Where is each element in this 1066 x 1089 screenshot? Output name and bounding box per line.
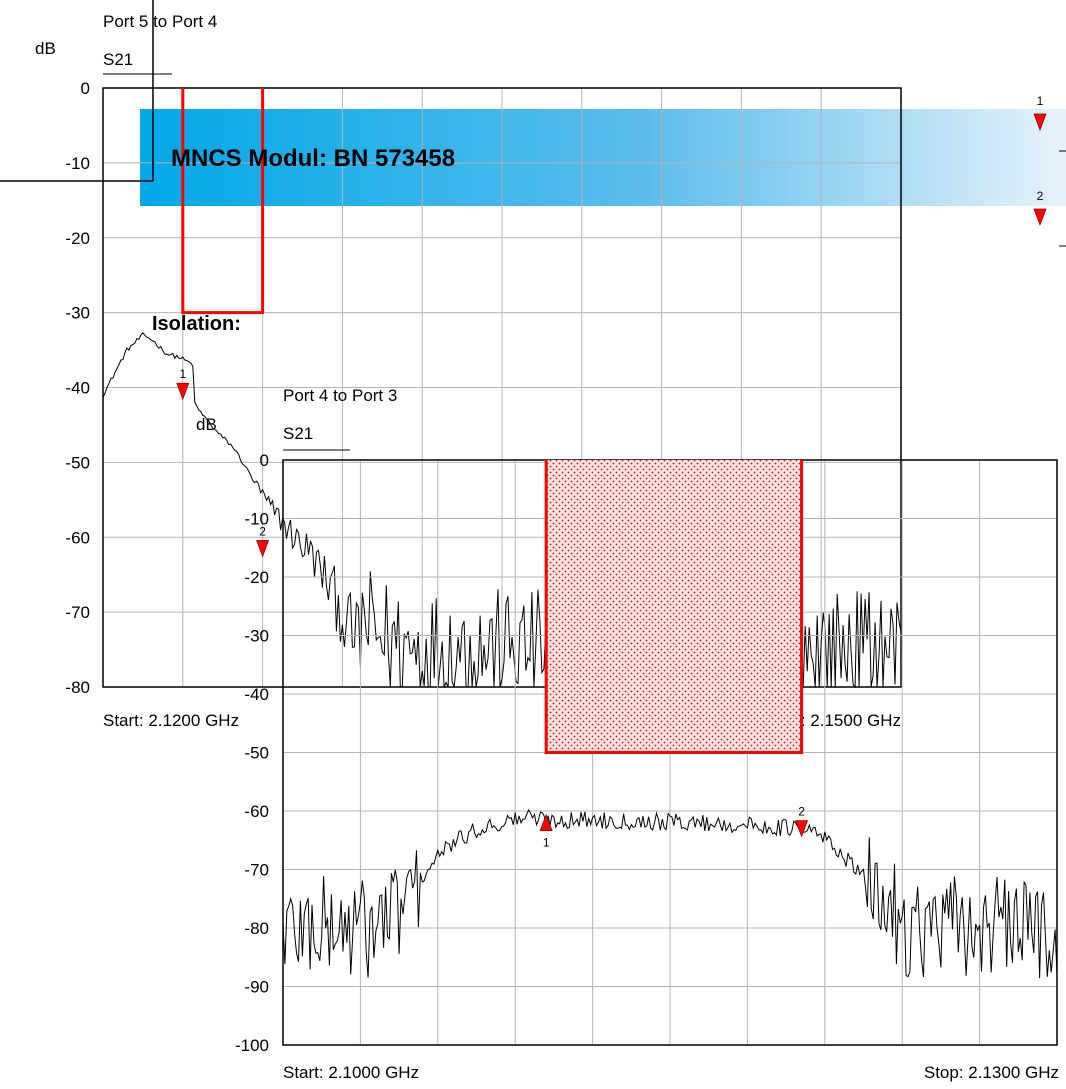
chart1-limit-line [181, 88, 265, 315]
y-tick-label: -20 [244, 568, 269, 587]
y-tick-label: -50 [65, 453, 90, 472]
marker-1-triangle [176, 382, 190, 401]
y-tick-label: 0 [81, 79, 90, 98]
chart1-markers: 12 [176, 367, 270, 558]
marker-1-label: 1 [543, 836, 550, 850]
marker-2-triangle [795, 820, 809, 838]
chart1-trace-label: S21 [103, 50, 133, 69]
limit-region-fill [546, 460, 802, 753]
y-tick-label: -10 [244, 510, 269, 529]
chart2-limit-line [544, 460, 804, 754]
banner-background [140, 109, 1066, 206]
chart1-y-tick-labels: 0 -10 -20 -30 -40 -50 -60 -70 -80 [65, 79, 90, 697]
side-marker-legend: 12 [1033, 94, 1066, 247]
chart1-grid [103, 88, 901, 687]
marker-2-label: 2 [259, 524, 266, 538]
y-tick-label: -10 [65, 154, 90, 173]
chart1-plot-frame [102, 87, 902, 688]
y-tick-label: -80 [244, 919, 269, 938]
measurement-trace [282, 808, 1058, 979]
marker-2-label: 2 [798, 805, 805, 819]
y-tick-label: -80 [65, 678, 90, 697]
chart1-title: Port 5 to Port 4 [103, 12, 217, 31]
chart2-y-tick-labels: 0 -10 -20 -30 -40 -50 -60 -70 -80 -90 -100 [235, 451, 269, 1055]
marker-2-triangle [256, 540, 270, 558]
y-tick-label: -50 [244, 744, 269, 763]
chart2-trace-label: S21 [283, 424, 313, 443]
banner-title: MNCS Modul: BN 573458 [171, 145, 455, 172]
chart2-y-unit-label: dB [196, 415, 217, 434]
y-tick-label: -40 [244, 685, 269, 704]
side-marker-2-label: 2 [1037, 189, 1044, 203]
chart2-x-start-label: Start: 2.1000 GHz [283, 1063, 419, 1082]
chart2-trace [282, 808, 1058, 979]
y-tick-label: -100 [235, 1036, 269, 1055]
chart-port5-port4: 12 0-10-20-30-40-50-60-70-80 Port 5 to P… [35, 12, 902, 730]
limit-line-outline [181, 88, 265, 315]
chart2-title: Port 4 to Port 3 [283, 386, 397, 405]
chart2-markers: 12 [539, 805, 809, 850]
limit-line-outline [544, 460, 804, 754]
side-marker-1-triangle [1033, 113, 1047, 131]
chart-port4-port3: 12 0-10-20-30-40-50-60-70-80-90-100 Port… [196, 386, 1059, 1082]
chart2-x-stop-label: Stop: 2.1300 GHz [924, 1063, 1059, 1082]
side-marker-2-triangle [1033, 208, 1047, 226]
y-tick-label: -70 [65, 603, 90, 622]
y-tick-label: -30 [65, 304, 90, 323]
side-marker-1-label: 1 [1037, 94, 1044, 108]
y-tick-label: -90 [244, 978, 269, 997]
marker-1-triangle [539, 813, 553, 832]
y-tick-label: 0 [260, 451, 269, 470]
chart1-y-unit-label: dB [35, 39, 56, 58]
chart1-x-start-label: Start: 2.1200 GHz [103, 711, 239, 730]
y-tick-label: -70 [244, 861, 269, 880]
y-tick-label: -60 [65, 528, 90, 547]
y-tick-label: -40 [65, 379, 90, 398]
isolation-label: Isolation: [152, 313, 241, 335]
marker-1-label: 1 [179, 367, 186, 381]
y-tick-label: -20 [65, 229, 90, 248]
y-tick-label: -60 [244, 802, 269, 821]
y-tick-label: -30 [244, 627, 269, 646]
